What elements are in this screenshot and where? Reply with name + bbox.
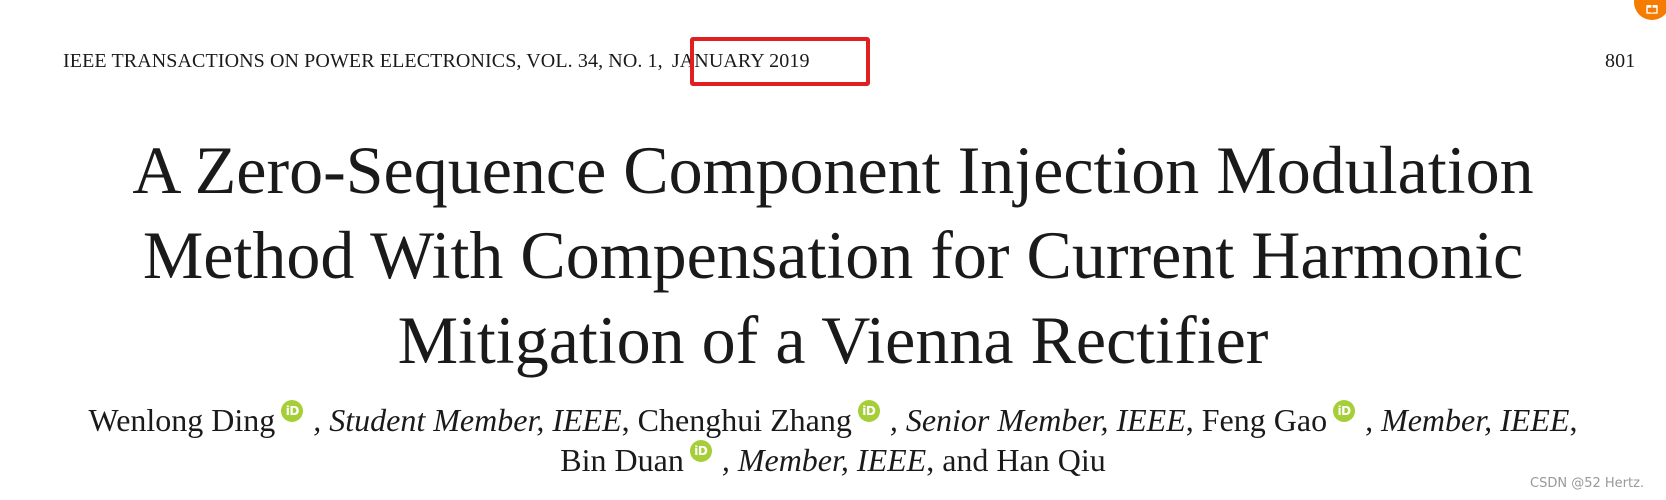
author-name: Chenghui Zhang	[637, 402, 852, 438]
orcid-icon[interactable]: iD	[281, 400, 304, 422]
author-membership: , Member, IEEE	[1365, 402, 1570, 438]
author-name: Wenlong Ding	[88, 402, 276, 438]
author-membership: , Member, IEEE	[721, 442, 927, 478]
date-highlight-box	[690, 37, 870, 86]
author-row: Bin Duan iD , Member, IEEE, and Han Qiu	[0, 440, 1666, 480]
author-separator: ,	[1185, 402, 1194, 438]
paper-title: A Zero-Sequence Component Injection Modu…	[0, 128, 1666, 383]
orcid-icon[interactable]: iD	[857, 400, 880, 422]
gift-icon[interactable]	[1634, 0, 1666, 20]
author-list: Wenlong Ding iD, Student Member, IEEE, Ch…	[0, 400, 1666, 480]
page-number: 801	[1605, 50, 1636, 72]
orcid-icon[interactable]: iD	[1333, 400, 1356, 422]
title-line: Mitigation of a Vienna Rectifier	[397, 302, 1269, 378]
journal-name: IEEE TRANSACTIONS ON POWER ELECTRONICS, …	[63, 50, 663, 72]
watermark: CSDN @52 Hertz.	[1530, 476, 1645, 491]
header-left: IEEE TRANSACTIONS ON POWER ELECTRONICS, …	[63, 50, 810, 73]
issue-date: JANUARY 2019	[671, 50, 810, 72]
author-membership: , Senior Member, IEEE	[889, 402, 1186, 438]
author-name: Han Qiu	[996, 442, 1106, 478]
author-name: Bin Duan	[560, 442, 684, 478]
author-separator: ,	[621, 402, 630, 438]
title-line: A Zero-Sequence Component Injection Modu…	[132, 132, 1534, 208]
title-line: Method With Compensation for Current Har…	[142, 217, 1524, 293]
author-separator: , and	[926, 442, 989, 478]
author-separator: ,	[1569, 402, 1578, 438]
author-name: Feng Gao	[1201, 402, 1328, 438]
running-header: IEEE TRANSACTIONS ON POWER ELECTRONICS, …	[63, 50, 1666, 76]
author-row: Wenlong Ding iD, Student Member, IEEE, Ch…	[0, 400, 1666, 440]
orcid-icon[interactable]: iD	[689, 440, 712, 462]
author-membership: , Student Member, IEEE	[313, 402, 622, 438]
